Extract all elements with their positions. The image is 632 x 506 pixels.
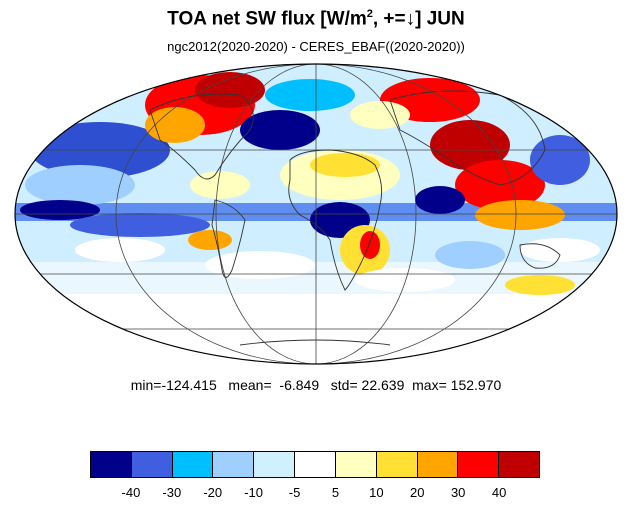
colorbar-tick-label: 20 — [410, 485, 425, 500]
colorbar-swatch — [213, 452, 255, 477]
colorbar-swatch — [335, 452, 377, 477]
colorbar-tick-label: -5 — [288, 485, 301, 500]
graticule — [15, 64, 617, 364]
plot-subtitle: ngc2012(2020-2020) - CERES_EBAF((2020-20… — [167, 39, 465, 54]
field-statistics: min=-124.415 mean= -6.849 std= 22.639 ma… — [130, 377, 502, 393]
colorbar-tick-label: -10 — [244, 485, 264, 500]
colorbar-swatch — [458, 452, 500, 477]
colorbar-tick-label: -30 — [162, 485, 182, 500]
colorbar-swatch — [172, 452, 214, 477]
colorbar-swatch — [499, 452, 539, 477]
colorbar-swatch — [131, 452, 173, 477]
colorbar-swatch — [376, 452, 418, 477]
mollweide-map — [14, 63, 618, 365]
colorbar-tick-label: 30 — [450, 485, 466, 500]
colorbar-tick-label: 5 — [331, 485, 340, 500]
colorbar-swatch — [91, 452, 132, 477]
colorbar-tick-label: 10 — [369, 485, 384, 500]
colorbar-swatch — [254, 452, 296, 477]
globe-outline — [14, 63, 618, 365]
colorbar-swatch — [417, 452, 459, 477]
plot-title: TOA net SW flux [W/m2, +=↓] JUN — [167, 8, 465, 30]
coastlines — [149, 90, 561, 346]
colorbar-tick-label: 40 — [491, 485, 507, 500]
colorbar-tick-label: -20 — [203, 485, 223, 500]
colorbar-swatch — [295, 452, 336, 477]
colorbar — [90, 451, 540, 478]
colorbar-tick-label: -40 — [121, 485, 141, 500]
